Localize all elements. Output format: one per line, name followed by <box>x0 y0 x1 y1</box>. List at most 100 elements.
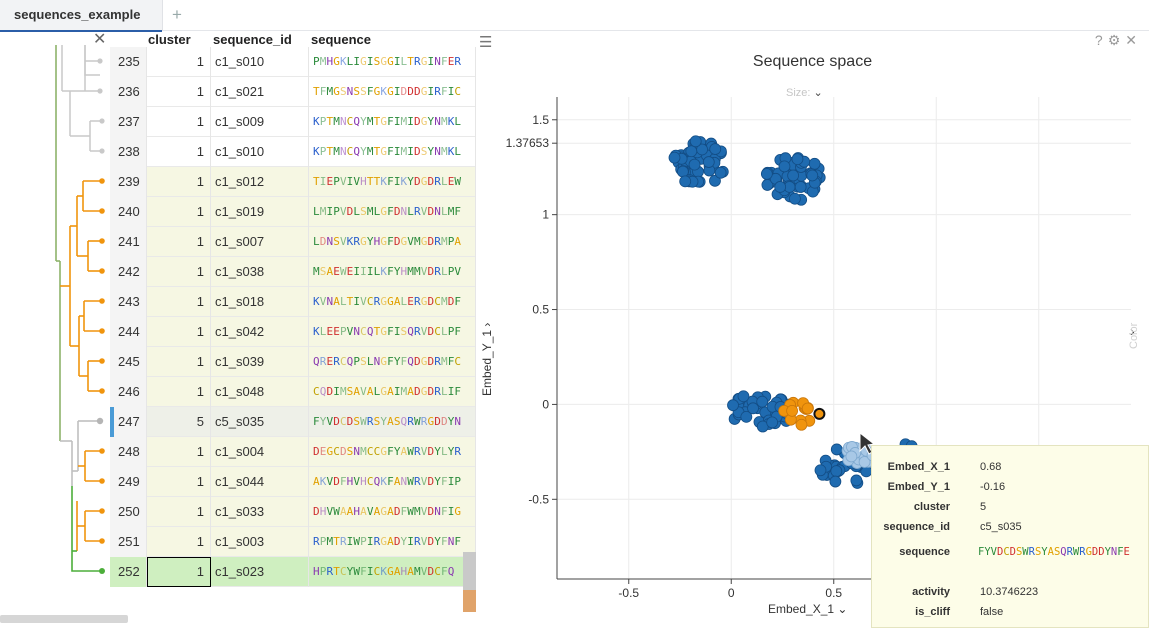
scatter-point[interactable] <box>808 157 821 170</box>
cell-sequence[interactable]: KPTMNCQYMTGFIMIDGYNMKL <box>309 107 476 137</box>
scatter-point[interactable] <box>786 404 798 417</box>
cell-cluster[interactable]: 1 <box>147 377 211 407</box>
scatter-point[interactable] <box>676 165 689 178</box>
vertical-scrollbar[interactable] <box>463 552 476 590</box>
table-row[interactable]: 250 1 c1_s033 DHVWAAHAVAGADFWMVDNFIG <box>110 497 476 527</box>
cell-sequence-id[interactable]: c1_s048 <box>211 377 309 407</box>
scatter-point[interactable] <box>679 175 692 188</box>
cell-cluster[interactable]: 1 <box>147 167 211 197</box>
scatter-point[interactable] <box>850 474 863 487</box>
cell-cluster[interactable]: 1 <box>147 347 211 377</box>
scatter-point[interactable] <box>760 168 773 180</box>
scatter-point[interactable] <box>709 174 721 187</box>
cell-cluster[interactable]: 1 <box>147 497 211 527</box>
cell-sequence-id[interactable]: c1_s003 <box>211 527 309 557</box>
dendrogram[interactable] <box>0 31 110 591</box>
cell-sequence[interactable]: TIEPVIVHTTKFIKYDGDRLEW <box>309 167 476 197</box>
cell-cluster[interactable]: 1 <box>147 137 211 167</box>
scatter-point[interactable] <box>688 158 701 171</box>
table-row[interactable]: 247 5 c5_s035 FYVDCDSWRSYASQRWRGDDYN <box>110 407 476 437</box>
horizontal-scrollbar[interactable] <box>0 615 128 623</box>
row-index[interactable]: 242 <box>110 257 147 287</box>
row-index[interactable]: 248 <box>110 437 147 467</box>
highlighted-point[interactable] <box>813 407 826 420</box>
cell-sequence[interactable]: DEGCDSNMCCGFYAWRVDYLYR <box>309 437 476 467</box>
cell-cluster[interactable]: 1 <box>147 227 211 257</box>
table-row[interactable]: 238 1 c1_s010 KPTMNCQYMTGFIMIDSYNMKL <box>110 137 476 167</box>
table-row[interactable]: 242 1 c1_s038 MSAEWEIIILKFYHMMVDRLPV <box>110 257 476 287</box>
cell-sequence[interactable]: TFMGSNSSFGKGIDDDGIRFIC <box>309 77 476 107</box>
cell-cluster[interactable]: 1 <box>147 557 211 587</box>
table-row[interactable]: 251 1 c1_s003 RPMTRIWPIRGADYIRVDYFNF <box>110 527 476 557</box>
scatter-point[interactable] <box>689 135 702 148</box>
cell-cluster[interactable]: 1 <box>147 257 211 287</box>
scatter-point[interactable] <box>845 450 858 463</box>
scatter-point[interactable] <box>766 416 779 429</box>
cell-sequence[interactable]: QRERCQPSLNGFYFQDGDRMFC <box>309 347 476 377</box>
scatter-point[interactable] <box>795 418 808 431</box>
table-row[interactable]: 241 1 c1_s007 LDNSVKRGYHGFDGVMGDRMPA <box>110 227 476 257</box>
cell-sequence-id[interactable]: c1_s010 <box>211 137 309 167</box>
row-index[interactable]: 235 <box>110 47 147 77</box>
scatter-point[interactable] <box>714 166 727 179</box>
cell-sequence[interactable]: LDNSVKRGYHGFDGVMGDRMPA <box>309 227 476 257</box>
cell-sequence[interactable]: AKVDFHVHCQKFANWRVDYFIP <box>309 467 476 497</box>
hamburger-menu-icon[interactable]: ☰ <box>479 34 493 51</box>
row-index[interactable]: 238 <box>110 137 147 167</box>
scatter-point[interactable] <box>858 456 871 468</box>
cell-sequence-id[interactable]: c1_s039 <box>211 347 309 377</box>
row-index[interactable]: 241 <box>110 227 147 257</box>
scatter-point[interactable] <box>778 160 791 173</box>
cell-sequence-id[interactable]: c5_s035 <box>211 407 309 437</box>
table-row[interactable]: 236 1 c1_s021 TFMGSNSSFGKGIDDDGIRFIC <box>110 77 476 107</box>
cell-sequence-id[interactable]: c1_s023 <box>211 557 309 587</box>
scatter-point[interactable] <box>668 151 681 164</box>
cell-cluster[interactable]: 1 <box>147 107 211 137</box>
close-tree-icon[interactable]: ✕ <box>93 31 107 48</box>
row-index[interactable]: 250 <box>110 497 147 527</box>
row-index[interactable]: 252 <box>110 557 147 587</box>
row-index[interactable]: 239 <box>110 167 147 197</box>
scatter-point[interactable] <box>774 181 787 193</box>
tab-sequences-example[interactable]: sequences_example <box>0 0 164 32</box>
cell-cluster[interactable]: 1 <box>147 47 211 77</box>
cell-sequence-id[interactable]: c1_s042 <box>211 317 309 347</box>
table-row[interactable]: 246 1 c1_s048 CQDIMSAVALGAIMADGDRLIF <box>110 377 476 407</box>
cell-cluster[interactable]: 1 <box>147 287 211 317</box>
row-index[interactable]: 236 <box>110 77 147 107</box>
row-index[interactable]: 245 <box>110 347 147 377</box>
cell-sequence-id[interactable]: c1_s018 <box>211 287 309 317</box>
header-cluster[interactable]: cluster <box>148 32 191 47</box>
size-selector[interactable]: Size: ⌄ <box>786 86 823 99</box>
cell-sequence[interactable]: KVNALTIVCRGGALERGDCMDF <box>309 287 476 317</box>
table-row[interactable]: 237 1 c1_s009 KPTMNCQYMTGFIMIDGYNMKL <box>110 107 476 137</box>
cell-sequence-id[interactable]: c1_s019 <box>211 197 309 227</box>
cell-sequence[interactable]: MSAEWEIIILKFYHMMVDRLPV <box>309 257 476 287</box>
scatter-plot[interactable]: 1.5 1.37653 1 0.5 0 -0.5 -0.5 0 0.5 <box>476 31 1149 630</box>
close-icon[interactable]: ✕ <box>1125 32 1137 48</box>
scatter-point[interactable] <box>756 395 769 408</box>
cell-sequence[interactable]: DHVWAAHAVAGADFWMVDNFIG <box>309 497 476 527</box>
table-row[interactable]: 248 1 c1_s004 DEGCDSNMCCGFYAWRVDYLYR <box>110 437 476 467</box>
cell-sequence[interactable]: PMHGKLIGISGGILTRGINFER <box>309 47 476 77</box>
cell-cluster[interactable]: 1 <box>147 467 211 497</box>
scatter-point[interactable] <box>740 410 753 423</box>
header-sequence-id[interactable]: sequence_id <box>213 32 292 47</box>
scatter-point[interactable] <box>696 143 708 156</box>
cell-cluster[interactable]: 1 <box>147 527 211 557</box>
table-row[interactable]: 235 1 c1_s010 PMHGKLIGISGGILTRGINFER <box>110 47 476 77</box>
scatter-point[interactable] <box>791 153 804 166</box>
table-row[interactable]: 252 1 c1_s023 HPRTCYWFICKGAHAMVDCFQ <box>110 557 476 587</box>
cell-sequence-id[interactable]: c1_s044 <box>211 467 309 497</box>
cell-sequence[interactable]: KPTMNCQYMTGFIMIDSYNMKL <box>309 137 476 167</box>
scatter-point[interactable] <box>727 399 739 412</box>
scatter-point[interactable] <box>709 143 722 155</box>
scatter-point[interactable] <box>814 464 827 477</box>
row-index[interactable]: 240 <box>110 197 147 227</box>
cell-sequence[interactable]: RPMTRIWPIRGADYIRVDYFNF <box>309 527 476 557</box>
cell-sequence-id[interactable]: c1_s004 <box>211 437 309 467</box>
table-row[interactable]: 244 1 c1_s042 KLEEPVNCQTGFISQRVDCLPF <box>110 317 476 347</box>
cell-cluster[interactable]: 1 <box>147 437 211 467</box>
cell-sequence[interactable]: FYVDCDSWRSYASQRWRGDDYN <box>309 407 476 437</box>
scatter-point[interactable] <box>794 181 807 193</box>
